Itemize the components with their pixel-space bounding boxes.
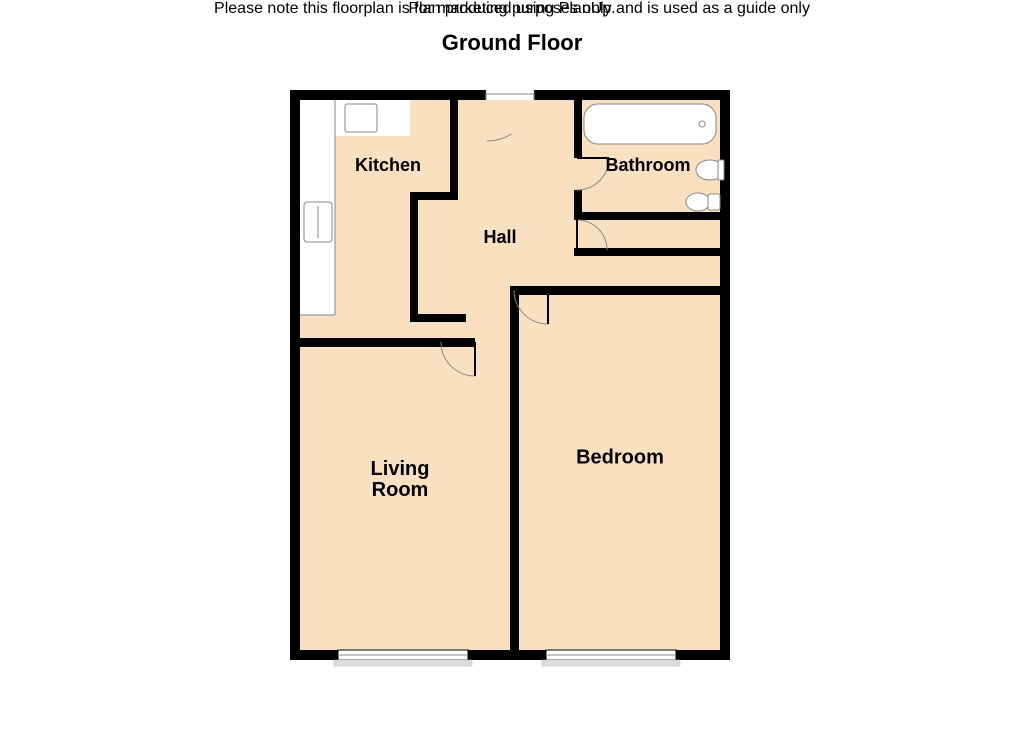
room-label: Room [372, 479, 429, 501]
wall [534, 90, 730, 100]
fixture [345, 104, 377, 132]
room-label: Bedroom [576, 446, 664, 468]
room-label: Bathroom [606, 155, 691, 175]
wall [574, 212, 724, 220]
wall [510, 286, 730, 295]
footer-note-2: Plan produced using PlanUp. [0, 0, 1024, 18]
room-label: Hall [483, 227, 516, 247]
floorplan-svg: Kitchen Bathroom Hall LivingRoom Bedroom [0, 0, 1024, 744]
room-label: Living [371, 458, 430, 480]
wall [300, 338, 475, 347]
wall [410, 314, 466, 322]
wall [574, 100, 582, 158]
fixture [718, 160, 724, 180]
wall [450, 100, 458, 200]
fixture [708, 194, 720, 210]
room-label: Kitchen [355, 155, 421, 175]
wall [290, 90, 300, 660]
fixture [699, 121, 705, 127]
floorplan-page: Ground Floor KitchenBathroomHallLivingRo… [0, 0, 1024, 744]
wall [410, 192, 418, 322]
fixture [584, 104, 716, 144]
fixture [686, 193, 710, 211]
wall [574, 248, 724, 256]
wall [290, 90, 486, 100]
wall [510, 286, 519, 656]
